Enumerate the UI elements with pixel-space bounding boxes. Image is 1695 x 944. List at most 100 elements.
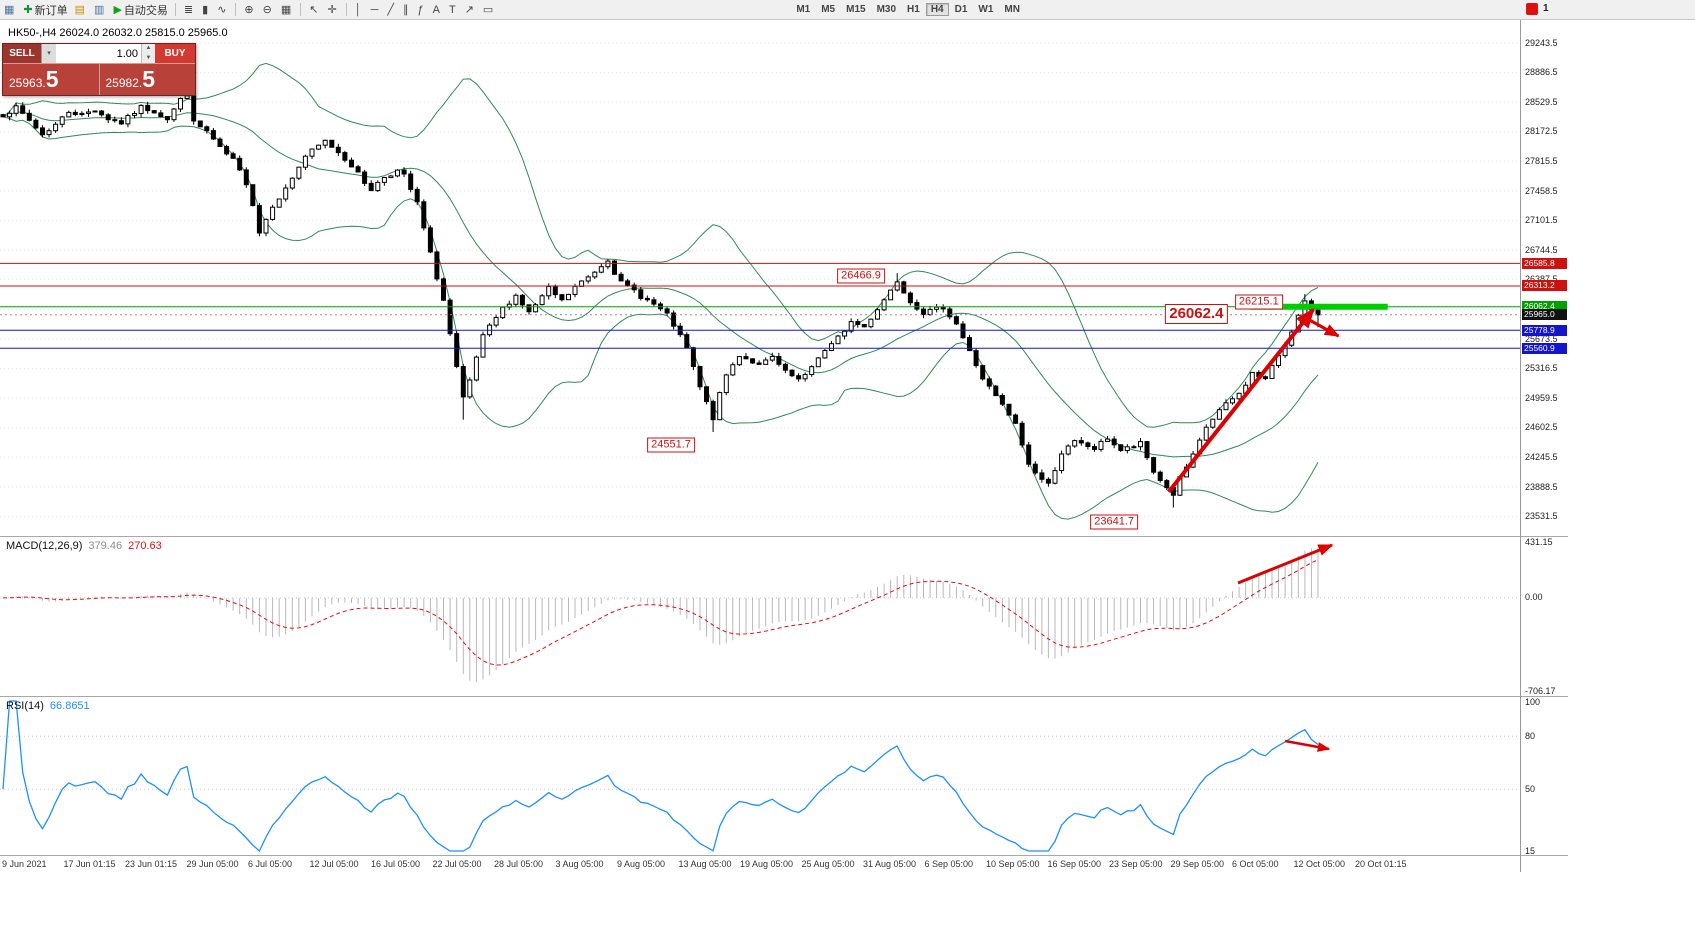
- zoom-in-button[interactable]: ⊕: [241, 2, 258, 18]
- macd-value-signal: 270.63: [128, 540, 162, 552]
- time-axis-label: 29 Sep 05:00: [1170, 859, 1225, 869]
- grid-layer: [0, 42, 1520, 518]
- trendline-button[interactable]: ╱: [384, 2, 399, 18]
- bar-chart-button[interactable]: ≣: [181, 2, 198, 18]
- macd-trend-arrow[interactable]: [1237, 543, 1334, 585]
- trend-arrow: [1167, 307, 1315, 494]
- panel-separator[interactable]: [0, 855, 1568, 856]
- volume-up-icon[interactable]: ▲: [145, 45, 152, 51]
- arrows-button[interactable]: ↗: [462, 2, 479, 18]
- new-chart-button[interactable]: ▦: [1, 2, 19, 18]
- timeframe-m30-button[interactable]: M30: [876, 4, 897, 15]
- price-axis-label: 27101.5: [1525, 215, 1558, 226]
- rsi-trend-arrow[interactable]: [1284, 739, 1331, 752]
- timeframe-h4-button[interactable]: H4: [925, 3, 949, 16]
- zoom-out-button[interactable]: ⊖: [260, 2, 277, 18]
- sell-button[interactable]: SELL: [3, 44, 41, 63]
- trend-arrows[interactable]: [1167, 307, 1340, 494]
- rsi-panel[interactable]: [0, 697, 1520, 855]
- new-order-button-label: 新订单: [34, 4, 68, 17]
- candlestick-chart-button[interactable]: ▮: [199, 2, 213, 18]
- rsi-axis[interactable]: 100 80 50 15: [1521, 697, 1568, 856]
- fibonacci-button-icon: ƒ: [417, 3, 424, 16]
- price-level-tag: 26313.2: [1522, 280, 1567, 292]
- time-axis-label: 28 Jul 05:00: [494, 859, 544, 869]
- timeframe-d1-button[interactable]: D1: [954, 4, 968, 15]
- channel-button[interactable]: ∥: [400, 2, 414, 18]
- time-axis-label: 16 Jul 05:00: [371, 859, 421, 869]
- timeframe-m5-button[interactable]: M5: [821, 4, 836, 15]
- price-axis-label: 24602.5: [1525, 422, 1558, 433]
- buy-price[interactable]: 25982.5: [100, 64, 196, 95]
- timeframe-m15-button[interactable]: M15: [846, 4, 866, 15]
- timeframe-m1-button[interactable]: M1: [796, 4, 811, 15]
- timeframe-mn-button[interactable]: MN: [1004, 4, 1020, 15]
- time-axis-label: 22 Jul 05:00: [432, 859, 482, 869]
- time-axis-label: 16 Sep 05:00: [1047, 859, 1102, 869]
- sell-price[interactable]: 25963.5: [3, 64, 100, 95]
- label-button[interactable]: T: [446, 2, 461, 18]
- rsi-axis-label: 100: [1525, 697, 1541, 707]
- ohlc-header: HK50-,H4 26024.0 26032.0 25815.0 25965.0: [8, 27, 228, 39]
- price-level-tag: 25778.9: [1522, 324, 1567, 336]
- time-axis-label: 6 Oct 05:00: [1232, 859, 1279, 869]
- time-axis-label: 9 Aug 05:00: [617, 859, 666, 869]
- vertical-line-button[interactable]: │: [352, 2, 367, 18]
- panel-separator[interactable]: [0, 536, 1568, 537]
- time-axis-label: 13 Aug 05:00: [678, 859, 732, 869]
- profiles-button[interactable]: ▤: [72, 2, 90, 18]
- channel-button-icon: ∥: [402, 4, 409, 16]
- volume-stepper: ▲ ▼: [141, 44, 155, 63]
- line-chart-button[interactable]: ∿: [214, 2, 231, 18]
- macd-histogram: [9, 547, 1319, 683]
- macd-axis-label: 0.00: [1525, 592, 1543, 603]
- fibonacci-button[interactable]: ƒ: [414, 2, 428, 18]
- price-axis[interactable]: 29243.5 28886.5 28529.5 28172.5 27815.5 27458…: [1521, 20, 1568, 536]
- rsi-title: RSI(14): [6, 700, 44, 712]
- price-level-tag: 25560.9: [1522, 342, 1567, 354]
- time-axis-label: 12 Jul 05:00: [309, 859, 359, 869]
- new-order-button-icon: ✚: [23, 4, 33, 16]
- price-axis-label: 25673.5: [1525, 333, 1558, 344]
- macd-panel[interactable]: [0, 537, 1520, 696]
- crosshair-button[interactable]: ✛: [324, 2, 341, 18]
- charts-grid-button[interactable]: ▥: [91, 2, 109, 18]
- time-axis-label: 31 Aug 05:00: [863, 859, 917, 869]
- main-chart-canvas[interactable]: [0, 20, 1520, 536]
- shapes-button[interactable]: ▭: [480, 2, 498, 18]
- toolbar: ▦ ✚ 新订单 ▤ ▥ ▶ 自动交易 ≣ ▮ ∿ ⊕ ⊖ ▦ ↖ ✛ │ ─ ╱ ∥ ƒ A T ↗ ▭ M1 M5 M15 M30 H…: [0, 0, 1695, 20]
- time-axis-label: 19 Aug 05:00: [740, 859, 794, 869]
- vertical-line-button-icon: │: [354, 3, 362, 16]
- new-order-button[interactable]: ✚ 新订单: [20, 2, 70, 18]
- cursor-button[interactable]: ↖: [306, 2, 323, 18]
- rsi-axis-label: 15: [1525, 845, 1536, 856]
- text-button[interactable]: A: [430, 2, 445, 18]
- panel-separator[interactable]: [0, 696, 1568, 697]
- price-axis-label: 26744.5: [1525, 244, 1558, 255]
- rsi-axis-label: 50: [1525, 783, 1536, 794]
- horizontal-line-button[interactable]: ─: [368, 2, 384, 18]
- price-level-tag: 25965.0: [1522, 309, 1567, 321]
- trend-arrow: [1301, 314, 1340, 338]
- timeframe-w1-button[interactable]: W1: [978, 4, 994, 15]
- price-axis-label: 28529.5: [1525, 96, 1558, 107]
- time-axis-label: 9 Jun 2021: [2, 859, 47, 869]
- macd-axis[interactable]: 431.15 0.00 -706.17: [1521, 537, 1568, 696]
- rsi-line: [2, 700, 1319, 853]
- autotrading-button[interactable]: ▶ 自动交易: [110, 2, 170, 18]
- buy-button[interactable]: BUY: [155, 44, 195, 63]
- price-axis-label: 23888.5: [1525, 481, 1558, 492]
- price-axis-label: 25316.5: [1525, 363, 1558, 374]
- volume-down-icon[interactable]: ▼: [145, 54, 152, 61]
- time-axis-label: 20 Oct 01:15: [1355, 859, 1407, 869]
- alert-icon[interactable]: [1526, 3, 1538, 15]
- timeframe-h1-button[interactable]: H1: [907, 4, 920, 15]
- price-level-tag: 26062.4: [1522, 301, 1567, 313]
- time-axis[interactable]: 9 Jun 2021 17 Jun 01:15 23 Jun 01:15 29 Jun…: [0, 856, 1568, 872]
- profiles-button-icon: ▤: [74, 4, 86, 16]
- level-lines[interactable]: [0, 262, 1520, 349]
- volume-input[interactable]: [56, 45, 141, 63]
- tile-windows-button[interactable]: ▦: [278, 2, 296, 18]
- volume-dropdown-icon[interactable]: ▾: [41, 44, 56, 63]
